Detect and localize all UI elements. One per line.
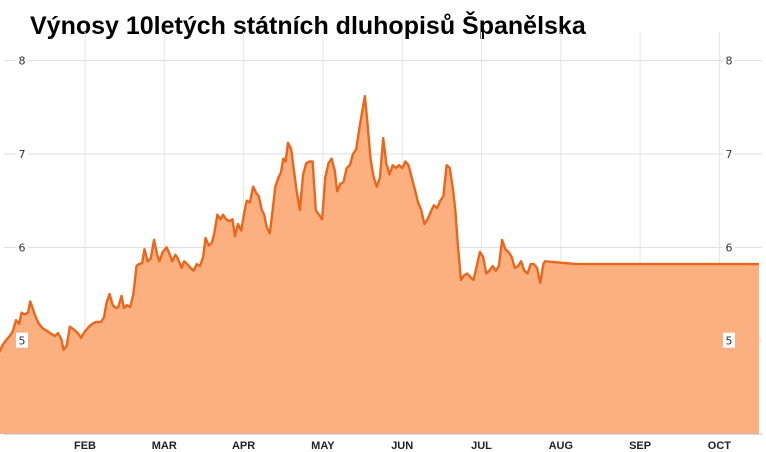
y-tick-label-bg-right [723, 52, 735, 68]
y-tick-label-bg-left [16, 52, 28, 68]
x-tick-label: APR [232, 440, 255, 452]
x-tick-label: FEB [74, 440, 96, 452]
x-tick-label: JUN [391, 440, 413, 452]
y-tick-label-right: 7 [726, 148, 733, 161]
y-tick-label-left: 7 [19, 148, 26, 161]
chart-title: Výnosy 10letých státních dluhopisů Španě… [30, 12, 586, 40]
x-tick-label: AUG [549, 440, 573, 452]
x-tick-label: MAY [311, 440, 335, 452]
y-tick-label-bg-left [16, 332, 28, 348]
y-tick-label-right: 8 [726, 55, 733, 68]
y-tick-label-left: 5 [19, 335, 26, 348]
series-line [0, 94, 759, 353]
x-tick-label: MAR [152, 440, 177, 452]
y-tick-label-right: 6 [726, 241, 733, 254]
y-tick-label-bg-left [16, 146, 28, 161]
series-area [0, 96, 759, 434]
y-tick-label-bg-left [16, 239, 28, 255]
y-tick-label-bg-right [723, 146, 735, 161]
y-tick-label-bg-right [723, 239, 735, 255]
y-tick-label-left: 8 [19, 55, 26, 68]
x-tick-label: JUL [471, 440, 492, 452]
y-tick-label-left: 6 [19, 241, 26, 254]
x-tick-label: SEP [629, 440, 651, 452]
y-tick-label-right: 5 [726, 335, 733, 348]
x-tick-label: OCT [708, 440, 732, 452]
y-tick-label-bg-right [723, 332, 735, 348]
